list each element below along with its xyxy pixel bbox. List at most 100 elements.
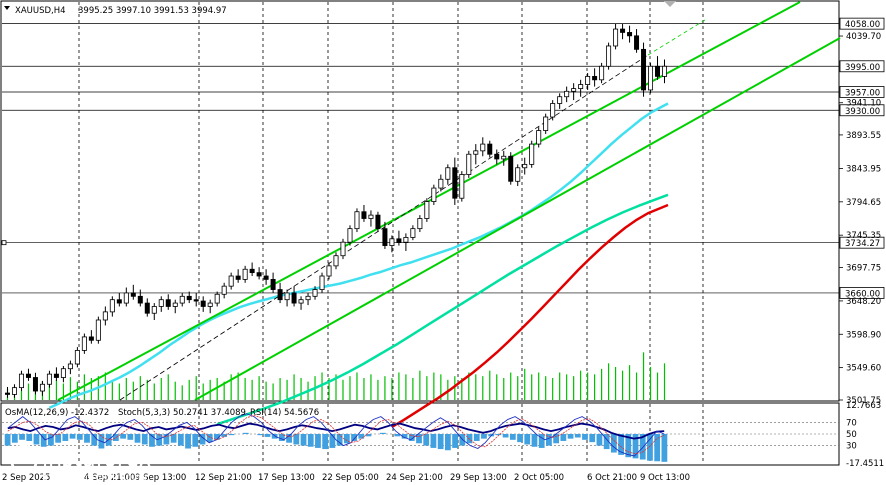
candle-body: [165, 299, 171, 307]
osma-bar: [661, 434, 668, 462]
instaforex-logo-icon: [9, 444, 39, 474]
osma-bar: [654, 434, 661, 462]
trend-channel: [57, 1, 841, 401]
osma-bar: [170, 434, 177, 443]
candle-body: [452, 167, 458, 199]
osma-bar: [141, 434, 148, 445]
candle-body: [543, 116, 549, 131]
price-tag-label: 3930.00: [845, 107, 880, 117]
candle-body: [424, 201, 430, 219]
osma-bar: [495, 434, 502, 436]
scroll-indicator-icon: [664, 1, 676, 7]
symbol-label: XAUUSD,H4: [15, 6, 66, 16]
osma-bar: [358, 434, 365, 439]
candle-body: [473, 150, 479, 155]
oscillator-pane: [2, 413, 839, 462]
price-tick-label: 4039.70: [846, 32, 881, 42]
candle-body: [410, 228, 416, 238]
osma-bar: [307, 434, 314, 447]
candle-body: [4, 392, 10, 395]
osma-bar: [632, 434, 639, 459]
candle-body: [179, 295, 185, 304]
candle-body: [249, 268, 255, 274]
candle-body: [585, 76, 591, 85]
price-tick-label: 3549.60: [846, 364, 881, 374]
time-label: 24 Sep 21:00: [386, 473, 443, 483]
price-tag-label: 3995.00: [845, 63, 880, 73]
candle-body: [102, 311, 108, 321]
osma-bar: [84, 434, 90, 443]
candlesticks: [4, 23, 668, 398]
osma-bar: [401, 434, 408, 439]
osma-bar: [4, 434, 11, 446]
price-tick-label: 3794.65: [846, 198, 881, 208]
candle-body: [382, 228, 388, 246]
candle-body: [137, 295, 143, 304]
osma-bar: [509, 434, 516, 440]
osma-bar: [228, 434, 235, 436]
candle-body: [466, 153, 472, 175]
osma-bar: [531, 434, 538, 447]
candle-body: [634, 35, 640, 50]
osma-bar: [156, 434, 163, 446]
osma-bar: [473, 434, 480, 441]
osma-bar: [91, 434, 98, 446]
osma-bar: [55, 434, 62, 443]
price-tick-label: 3697.75: [846, 263, 881, 273]
osma-bar: [560, 434, 567, 441]
candle-body: [536, 130, 542, 145]
osma-bar: [524, 434, 531, 445]
channel-lower-line: [194, 37, 841, 401]
osma-bar: [69, 434, 76, 439]
price-tag-box: [839, 104, 885, 117]
osma-bar: [149, 434, 155, 447]
candle-body: [438, 178, 444, 189]
candle-body: [39, 383, 45, 392]
osma-bar: [538, 434, 545, 448]
candle-body: [550, 103, 556, 118]
candle-body: [193, 299, 199, 302]
main-pane-frame: [0, 0, 840, 402]
osma-bar: [423, 434, 430, 446]
candle-body: [445, 167, 451, 180]
osma-bar: [589, 434, 596, 443]
candle-body: [662, 65, 668, 77]
candle-body: [606, 45, 612, 67]
ema-mid-line: [216, 193, 669, 426]
candle-body: [368, 214, 374, 219]
dropdown-triangle-icon[interactable]: [4, 6, 10, 10]
osma-bar: [517, 434, 523, 443]
osma-bar: [33, 434, 40, 445]
price-tick-label: 3598.90: [846, 330, 881, 340]
osma-bar: [257, 434, 264, 436]
osma-bar: [271, 434, 278, 439]
candle-body: [459, 174, 465, 199]
time-label: 29 Sep 13:00: [450, 473, 507, 483]
candle-body: [417, 218, 423, 230]
candle-body: [123, 292, 129, 304]
time-label: 2 Sep 2025: [2, 473, 50, 483]
osma-bar: [293, 434, 300, 445]
candle-body: [277, 289, 283, 301]
candle-body: [67, 363, 73, 370]
channel-median-line: [119, 54, 649, 401]
osma-bar: [300, 434, 307, 446]
price-tick-label: 3843.95: [846, 164, 881, 174]
candle-body: [200, 300, 206, 307]
candle-body: [116, 299, 122, 304]
candle-body: [620, 28, 626, 33]
candle-body: [88, 336, 94, 341]
osma-bar: [639, 434, 646, 460]
candle-body: [270, 278, 276, 290]
price-tick-label: 3941.10: [846, 99, 881, 109]
price-tag-label: 3734.27: [845, 239, 880, 249]
candle-body: [648, 65, 654, 91]
price-tag-box: [839, 60, 885, 73]
osma-bar: [625, 434, 632, 458]
osma-bar: [192, 434, 199, 447]
osma-bar: [567, 434, 574, 439]
candle-body: [74, 350, 80, 365]
time-label: 6 Oct 21:00: [587, 473, 637, 483]
osma-bar: [278, 434, 285, 441]
